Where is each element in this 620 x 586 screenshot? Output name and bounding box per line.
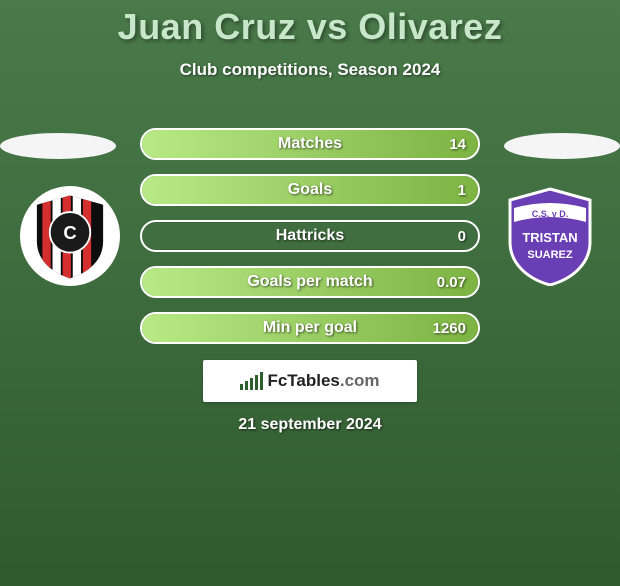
stat-label: Goals per match: [142, 273, 478, 291]
stat-label: Hattricks: [142, 227, 478, 245]
stat-label: Goals: [142, 181, 478, 199]
date-label: 21 september 2024: [0, 416, 620, 434]
svg-text:C: C: [63, 222, 76, 243]
svg-text:TRISTAN: TRISTAN: [522, 230, 577, 245]
page-title: Juan Cruz vs Olivarez: [0, 6, 620, 48]
tristan-suarez-badge-icon: C.S. y D. TRISTAN SUAREZ: [500, 186, 600, 286]
stats-container: Matches 14 Goals 1 Hattricks 0 Goals per…: [140, 128, 480, 344]
logo-text: FcTables.com: [267, 371, 379, 391]
stat-row: Matches 14: [140, 128, 480, 160]
player-hat-right: [502, 128, 620, 164]
stat-row: Min per goal 1260: [140, 312, 480, 344]
svg-text:SUAREZ: SUAREZ: [527, 249, 573, 261]
stat-value: 0: [458, 228, 466, 245]
stat-row: Goals per match 0.07: [140, 266, 480, 298]
logo-bars-icon: [240, 372, 263, 390]
stat-row: Hattricks 0: [140, 220, 480, 252]
stat-label: Matches: [142, 135, 478, 153]
team-badge-right: C.S. y D. TRISTAN SUAREZ: [500, 186, 600, 286]
stat-value: 1: [458, 182, 466, 199]
player-hat-left: [0, 128, 118, 164]
subtitle: Club competitions, Season 2024: [0, 60, 620, 80]
logo-brand: FcTables: [267, 371, 339, 390]
stat-value: 1260: [433, 320, 466, 337]
team-badge-left: C: [20, 186, 120, 286]
logo-suffix: .com: [340, 371, 380, 390]
stat-value: 0.07: [437, 274, 466, 291]
chacarita-badge-icon: C: [24, 190, 116, 282]
svg-text:C.S. y D.: C.S. y D.: [532, 209, 569, 219]
stat-label: Min per goal: [142, 319, 478, 337]
stat-value: 14: [449, 136, 466, 153]
stat-row: Goals 1: [140, 174, 480, 206]
fctables-logo[interactable]: FcTables.com: [203, 360, 417, 402]
